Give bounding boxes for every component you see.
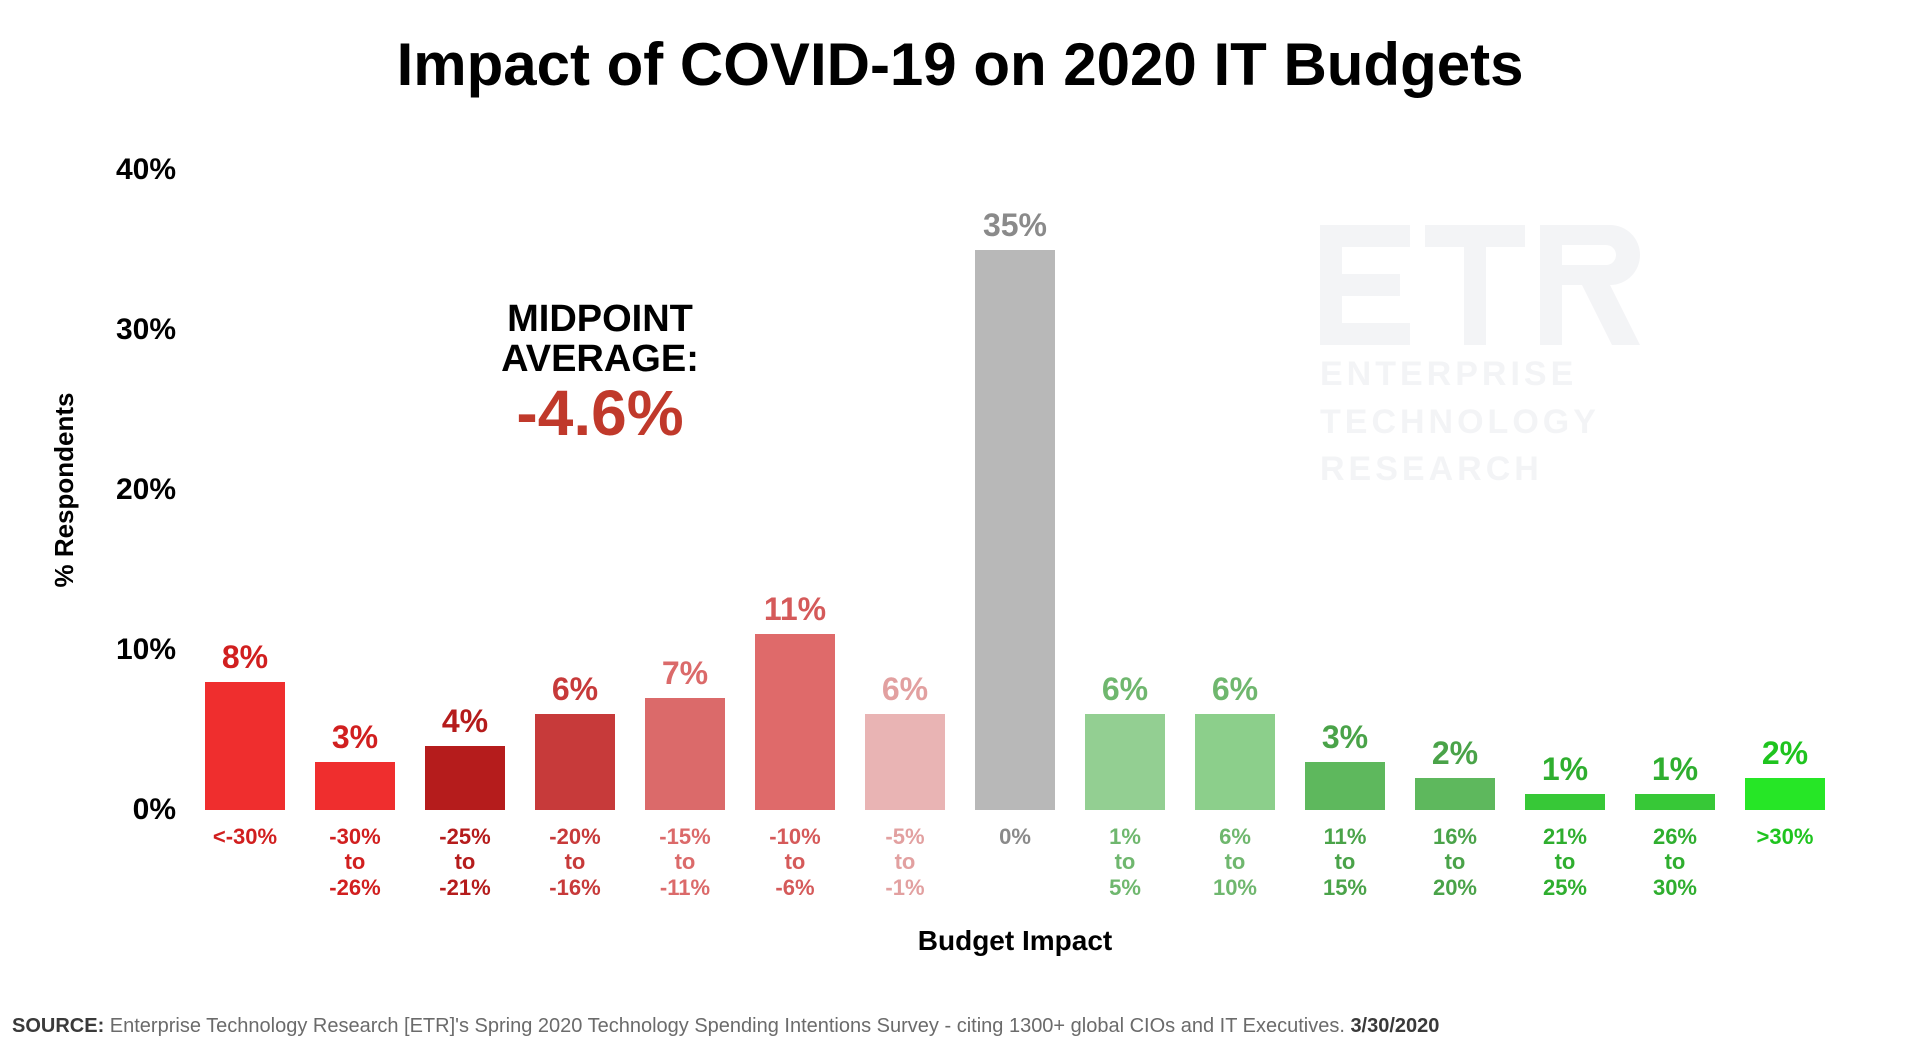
y-tick-label: 30%: [116, 313, 190, 347]
bar: 6%-20% to -16%: [535, 714, 614, 810]
bar: 6%6% to 10%: [1195, 714, 1274, 810]
bar-value-label: 7%: [662, 655, 708, 698]
y-tick-label: 20%: [116, 473, 190, 507]
y-tick-label: 0%: [133, 793, 190, 827]
annotation-line-1: MIDPOINT: [430, 300, 770, 340]
bar-category-label: 11% to 15%: [1323, 810, 1367, 900]
bar: 3%-30% to -26%: [315, 762, 394, 810]
bar-category-label: <-30%: [213, 810, 277, 849]
annotation-value: -4.6%: [430, 380, 770, 447]
bar-category-label: -10% to -6%: [769, 810, 820, 900]
bar: 8%<-30%: [205, 682, 284, 810]
midpoint-annotation: MIDPOINT AVERAGE: -4.6%: [430, 300, 770, 447]
bar-category-label: 0%: [999, 810, 1031, 849]
bar: 7%-15% to -11%: [645, 698, 724, 810]
bar-value-label: 1%: [1652, 751, 1698, 794]
bar-category-label: -25% to -21%: [439, 810, 490, 900]
bar-value-label: 2%: [1762, 735, 1808, 778]
bar-category-label: -30% to -26%: [329, 810, 380, 900]
bar: 1%21% to 25%: [1525, 794, 1604, 810]
bar: 4%-25% to -21%: [425, 746, 504, 810]
bar: 1%26% to 30%: [1635, 794, 1714, 810]
source-date: 3/30/2020: [1350, 1015, 1439, 1037]
bar-value-label: 3%: [1322, 719, 1368, 762]
bar-category-label: 21% to 25%: [1543, 810, 1587, 900]
bar-value-label: 1%: [1542, 751, 1588, 794]
bar-value-label: 6%: [1102, 671, 1148, 714]
chart-title: Impact of COVID-19 on 2020 IT Budgets: [0, 30, 1920, 99]
bar-value-label: 3%: [332, 719, 378, 762]
bar-category-label: -15% to -11%: [659, 810, 710, 900]
bar: 2%>30%: [1745, 778, 1824, 810]
bar-value-label: 35%: [983, 207, 1047, 250]
bar-category-label: 6% to 10%: [1213, 810, 1257, 900]
source-text: Enterprise Technology Research [ETR]'s S…: [104, 1015, 1350, 1037]
bar: 35%0%: [975, 250, 1054, 810]
y-tick-label: 40%: [116, 153, 190, 187]
source-prefix: SOURCE:: [12, 1015, 104, 1037]
bar-category-label: 1% to 5%: [1109, 810, 1141, 900]
bar: 11%-10% to -6%: [755, 634, 834, 810]
bar-category-label: -20% to -16%: [549, 810, 600, 900]
bar: 2%16% to 20%: [1415, 778, 1494, 810]
bar-category-label: >30%: [1757, 810, 1814, 849]
bar-category-label: 16% to 20%: [1433, 810, 1477, 900]
x-axis-title: Budget Impact: [918, 925, 1112, 957]
y-tick-label: 10%: [116, 633, 190, 667]
bar: 6%-5% to -1%: [865, 714, 944, 810]
y-axis-title: % Respondents: [49, 392, 80, 587]
bar-value-label: 6%: [552, 671, 598, 714]
bar-value-label: 11%: [764, 591, 826, 634]
bar-category-label: -5% to -1%: [885, 810, 924, 900]
bar-value-label: 6%: [882, 671, 928, 714]
bar: 6%1% to 5%: [1085, 714, 1164, 810]
bar-value-label: 4%: [442, 703, 488, 746]
chart-plot-area: 0%10%20%30%40%8%<-30%3%-30% to -26%4%-25…: [190, 170, 1840, 810]
bar-value-label: 2%: [1432, 735, 1478, 778]
bar-value-label: 6%: [1212, 671, 1258, 714]
bar: 3%11% to 15%: [1305, 762, 1384, 810]
annotation-line-2: AVERAGE:: [430, 340, 770, 380]
source-citation: SOURCE: Enterprise Technology Research […: [12, 1015, 1439, 1038]
bar-value-label: 8%: [222, 639, 268, 682]
bar-category-label: 26% to 30%: [1653, 810, 1697, 900]
